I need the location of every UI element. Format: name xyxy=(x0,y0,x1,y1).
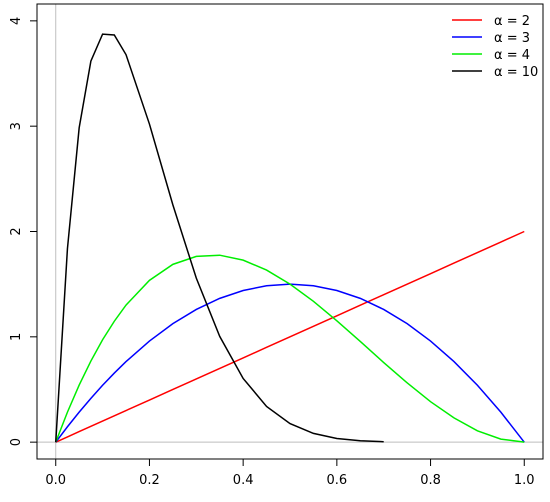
x-tick-label: 0.0 xyxy=(45,473,66,488)
y-tick-label: 4 xyxy=(9,17,24,25)
legend-label: α = 3 xyxy=(494,31,530,46)
x-tick-label: 0.2 xyxy=(139,473,160,488)
series-line xyxy=(55,254,525,443)
series-line xyxy=(54,33,384,443)
plot-frame xyxy=(36,3,544,460)
y-tick-label: 2 xyxy=(9,227,24,235)
series-line xyxy=(55,283,525,443)
x-tick-label: 0.6 xyxy=(327,473,348,488)
x-tick-label: 0.4 xyxy=(233,473,254,488)
y-tick-label: 3 xyxy=(9,122,24,130)
x-tick-label: 0.8 xyxy=(420,473,441,488)
y-tick-label: 1 xyxy=(9,333,24,341)
legend-label: α = 2 xyxy=(494,14,530,29)
x-tick-label: 1.0 xyxy=(514,473,535,488)
legend-label: α = 4 xyxy=(494,48,530,63)
legend-label: α = 10 xyxy=(494,65,538,80)
y-tick-label: 0 xyxy=(9,438,24,446)
series-line xyxy=(55,230,525,443)
